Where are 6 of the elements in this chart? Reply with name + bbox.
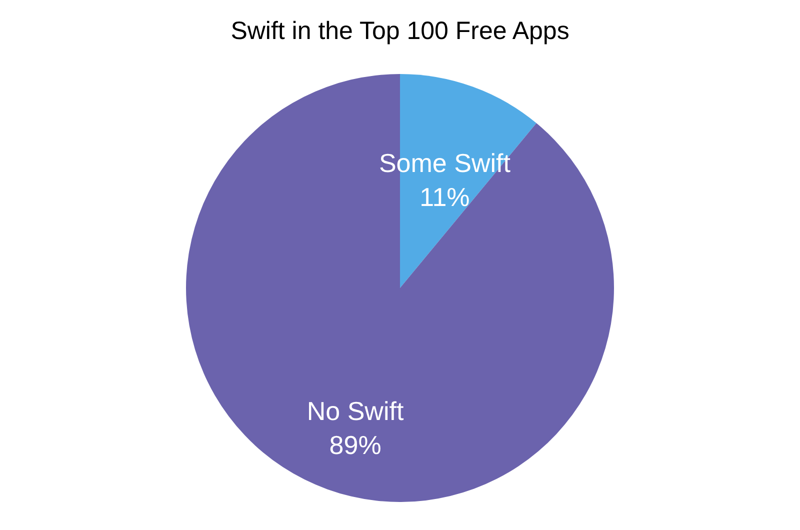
pie-slice xyxy=(186,74,614,502)
data-label: 11% xyxy=(420,182,470,212)
chart-title: Swift in the Top 100 Free Apps xyxy=(230,17,570,45)
slice-label: No Swift xyxy=(306,396,404,426)
slice-label: Some Swift xyxy=(378,148,512,178)
data-label: 89% xyxy=(329,430,382,460)
